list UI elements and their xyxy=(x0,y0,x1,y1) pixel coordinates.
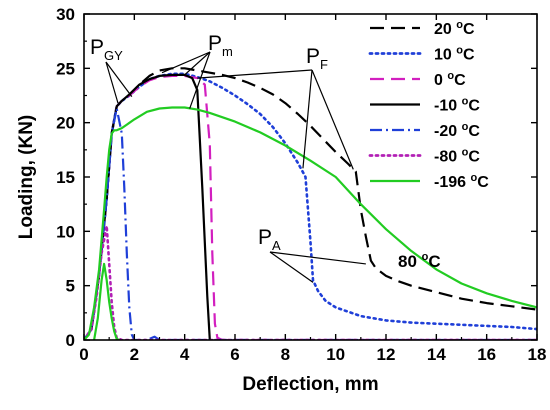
leader-pf-3 xyxy=(311,69,354,170)
degree-mark: o xyxy=(447,70,454,82)
annotation-pa-sub: A xyxy=(272,238,281,253)
leader-pm-1 xyxy=(161,51,211,74)
y-tick-label: 0 xyxy=(66,331,75,350)
leader-pf-1 xyxy=(197,69,313,79)
x-axis-label: Deflection, mm xyxy=(242,374,378,395)
axes-layer: 0 2 4 6 8 10 12 14 16 18 0 5 10 15 20 25 30 Deflection, m… xyxy=(16,5,546,395)
degree-mark: o xyxy=(462,147,469,159)
annotation-pgy-sub: GY xyxy=(104,48,123,63)
series-line-0 xyxy=(84,67,537,340)
legend-label-0: 20 oC xyxy=(434,19,475,38)
x-tick-label: 2 xyxy=(130,345,139,364)
degree-mark: o xyxy=(470,172,477,184)
degree-mark: o xyxy=(462,96,469,108)
series-line-4 xyxy=(84,107,537,340)
legend-label-6: -196 oC xyxy=(434,172,489,191)
legend-label-4: -20 oC xyxy=(434,121,480,140)
y-axis-label: Loading, (KN) xyxy=(16,115,37,240)
annotation-pf-sub: F xyxy=(320,57,328,72)
annotation-pm: Pm xyxy=(208,32,233,59)
x-tick-label: 16 xyxy=(477,345,496,364)
annotation-pm-sub: m xyxy=(222,44,233,59)
x-tick-label: 10 xyxy=(326,345,345,364)
legend-label-2: 0 oC xyxy=(434,70,466,89)
y-tick-label: 10 xyxy=(56,222,75,241)
series-line-6 xyxy=(84,106,537,340)
legend-label-1: 10 oC xyxy=(434,45,475,64)
x-tick-label: 12 xyxy=(377,345,396,364)
degree-mark: o xyxy=(422,251,429,263)
y-tick-label: 25 xyxy=(56,59,75,78)
degree-mark: o xyxy=(456,19,463,31)
unit-letter: C xyxy=(468,149,480,166)
y-tick-label: 20 xyxy=(56,114,75,133)
x-tick-label: 4 xyxy=(180,345,190,364)
unit-letter: C xyxy=(477,174,489,191)
series-line-1 xyxy=(84,72,537,340)
annotation-layer: PGY Pm PF PA 80 oC xyxy=(90,32,441,283)
legend-label-5: -80 oC xyxy=(434,147,480,166)
x-tick-label: 8 xyxy=(281,345,290,364)
x-tick-label: 18 xyxy=(528,345,547,364)
series-line-3 xyxy=(84,73,211,340)
degree-mark: o xyxy=(456,45,463,57)
annotation-pf: PF xyxy=(306,45,328,72)
leader-pa-2 xyxy=(269,251,366,265)
unit-letter: C xyxy=(454,72,466,89)
degree-mark: o xyxy=(462,121,469,133)
legend-label-3: -10 oC xyxy=(434,96,480,115)
unit-letter: C xyxy=(468,98,480,115)
series-line-7 xyxy=(93,262,120,340)
legend: 20 oC 10 oC 0 oC -10 oC -20 oC -80 oC -196 oC xyxy=(368,19,489,191)
x-tick-label: 0 xyxy=(79,345,88,364)
leader-pgy-1 xyxy=(105,61,119,104)
unit-letter: C xyxy=(463,47,475,64)
leader-pgy-2 xyxy=(105,61,133,97)
leader-pa-1 xyxy=(269,251,314,283)
unit-letter: C xyxy=(468,123,480,140)
leader-pf-2 xyxy=(302,69,313,169)
y-tick-label: 5 xyxy=(66,277,75,296)
x-tick-label: 14 xyxy=(427,345,446,364)
annotation-pgy: PGY xyxy=(90,36,123,63)
y-tick-label: 30 xyxy=(56,5,75,24)
leader-pm-2 xyxy=(184,51,211,76)
x-tick-label: 6 xyxy=(230,345,239,364)
annotation-80c: 80 oC xyxy=(398,251,441,271)
y-tick-label: 15 xyxy=(56,168,75,187)
unit-letter: C xyxy=(428,252,440,271)
unit-letter: C xyxy=(463,21,475,38)
annotation-pa: PA xyxy=(258,226,281,253)
leader-pm-3 xyxy=(189,51,211,109)
